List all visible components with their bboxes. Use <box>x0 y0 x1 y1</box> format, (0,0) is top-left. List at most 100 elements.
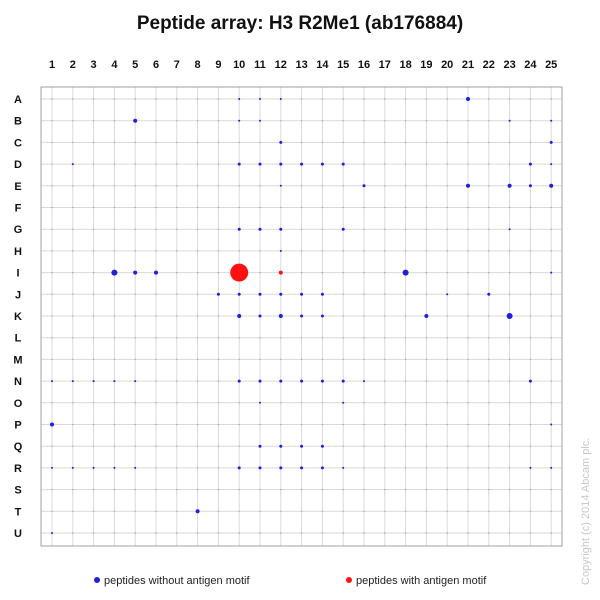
empty-spot <box>509 489 511 491</box>
empty-spot <box>488 141 490 143</box>
empty-spot <box>363 228 365 230</box>
empty-spot <box>259 272 261 274</box>
empty-spot <box>425 272 427 274</box>
empty-spot <box>238 423 240 426</box>
empty-spot <box>321 532 323 534</box>
empty-spot <box>509 402 511 404</box>
empty-spot <box>509 163 511 165</box>
empty-spot <box>217 120 219 122</box>
empty-spot <box>301 489 303 491</box>
empty-spot <box>113 532 115 534</box>
empty-spot <box>155 250 157 252</box>
empty-spot <box>155 510 157 512</box>
spot-without-motif-N11 <box>258 379 262 383</box>
empty-spot <box>176 98 178 100</box>
empty-spot <box>259 358 261 360</box>
empty-spot <box>425 510 427 512</box>
empty-spot <box>113 293 115 295</box>
legend-label-with-motif: peptides with antigen motif <box>356 575 487 587</box>
empty-spot <box>550 380 552 382</box>
empty-spot <box>72 228 74 230</box>
empty-spot <box>72 337 74 339</box>
empty-spot <box>176 532 178 534</box>
legend-marker-without-motif <box>94 577 100 583</box>
empty-spot <box>488 423 490 426</box>
copyright-watermark: Copyright (c) 2014 Abcam plc. <box>580 438 592 585</box>
empty-spot <box>363 358 365 360</box>
empty-spot <box>176 315 178 317</box>
empty-spot <box>51 185 53 187</box>
empty-spot <box>446 98 448 100</box>
empty-spot <box>51 206 53 209</box>
empty-spot <box>155 532 157 534</box>
empty-spot <box>134 315 136 317</box>
spot-without-motif-C25 <box>549 140 553 144</box>
empty-spot <box>93 98 95 100</box>
empty-spot <box>363 206 365 209</box>
empty-spot <box>405 250 407 252</box>
empty-spot <box>509 510 511 512</box>
spot-without-motif-Q14 <box>320 444 324 448</box>
empty-spot <box>529 315 532 317</box>
empty-spot <box>280 532 282 534</box>
empty-spot <box>446 489 448 491</box>
empty-spot <box>488 250 490 252</box>
empty-spot <box>509 423 511 426</box>
spot-without-motif-R5 <box>134 466 137 469</box>
empty-spot <box>384 402 386 404</box>
spot-without-motif-G11 <box>258 227 262 231</box>
spot-without-motif-Q13 <box>300 444 304 448</box>
empty-spot <box>425 163 427 165</box>
empty-spot <box>93 206 95 209</box>
empty-spot <box>113 489 115 491</box>
empty-spot <box>197 206 199 209</box>
empty-spot <box>134 185 136 187</box>
empty-spot <box>488 120 490 122</box>
empty-spot <box>259 423 261 426</box>
empty-spot <box>301 228 303 230</box>
spot-without-motif-I6 <box>154 270 158 275</box>
empty-spot <box>363 141 365 143</box>
empty-spot <box>176 489 178 491</box>
spot-without-motif-B25 <box>550 119 553 122</box>
empty-spot <box>321 120 323 122</box>
empty-spot <box>509 206 511 209</box>
x-tick-label: 14 <box>316 59 329 71</box>
empty-spot <box>155 315 157 317</box>
spot-without-motif-N13 <box>300 379 304 383</box>
empty-spot <box>238 250 240 252</box>
empty-spot <box>72 489 74 491</box>
empty-spot <box>176 206 178 209</box>
empty-spot <box>93 358 95 360</box>
spot-without-motif-A10 <box>238 98 241 100</box>
y-tick-label: M <box>13 354 22 366</box>
empty-spot <box>321 250 323 252</box>
empty-spot <box>259 250 261 252</box>
empty-spot <box>113 315 115 317</box>
empty-spot <box>155 206 157 209</box>
empty-spot <box>176 423 178 426</box>
empty-spot <box>321 98 323 100</box>
empty-spot <box>384 250 386 252</box>
empty-spot <box>197 337 199 339</box>
spot-without-motif-K14 <box>320 314 324 318</box>
empty-spot <box>467 467 469 469</box>
empty-spot <box>155 489 157 491</box>
empty-spot <box>280 510 282 512</box>
empty-spot <box>72 315 74 317</box>
spot-without-motif-R13 <box>300 466 304 470</box>
empty-spot <box>301 120 303 122</box>
empty-spot <box>238 489 240 491</box>
x-tick-label: 1 <box>49 59 55 71</box>
spot-without-motif-N15 <box>341 379 345 383</box>
empty-spot <box>405 185 407 187</box>
empty-spot <box>446 532 448 534</box>
empty-spot <box>51 445 53 447</box>
empty-spot <box>384 272 386 274</box>
empty-spot <box>113 185 115 187</box>
empty-spot <box>72 532 74 534</box>
empty-spot <box>405 358 407 360</box>
empty-spot <box>550 98 552 100</box>
empty-spot <box>363 467 365 469</box>
empty-spot <box>197 358 199 360</box>
